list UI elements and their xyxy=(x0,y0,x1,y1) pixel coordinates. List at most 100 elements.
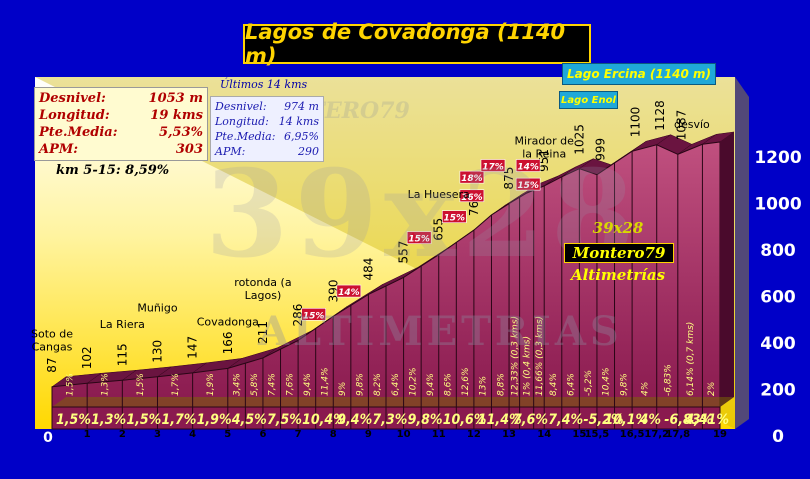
bottom-gradient-label: 7,6% xyxy=(513,412,548,428)
brand-montero79: Montero79 xyxy=(564,243,674,263)
place-label: la Reina xyxy=(522,147,566,160)
bottom-gradient-labels: 1,5% 1,3% 1,5% 1,7% 1,9% 4,5% 7,5% 10,4%9,4% 7,3… xyxy=(56,412,729,428)
segment-gradient-label: 1,3% xyxy=(101,373,111,396)
stats-sub-heading: Últimos 14 kms xyxy=(220,78,308,91)
steep-badge-box xyxy=(301,308,326,321)
lago-enol-label: Lago Enol xyxy=(559,91,618,109)
segment-gradient-label: -6,83% xyxy=(663,364,673,396)
x-tick-label: 4 xyxy=(189,429,196,440)
steep-badge-label: 15% xyxy=(408,235,430,245)
segment-gradient-label: 8,2% xyxy=(373,373,383,396)
stat-label: Longitud: xyxy=(39,108,110,123)
bottom-gradient-label: -5,2% xyxy=(583,412,623,428)
stat-label: Desnivel: xyxy=(215,100,267,113)
x-tick-label: 14 xyxy=(537,429,551,440)
segment-gradient-label: 11,66% (0,3 kms) xyxy=(535,316,545,396)
y-tick-label: 800 xyxy=(760,241,796,261)
watermark-logo: 39x28 xyxy=(205,144,641,285)
stat-row: Desnivel: 974 m xyxy=(215,99,319,114)
bottom-gradient-label: 9,8% xyxy=(408,412,443,428)
y-axis-ticks: 0 200 400 600 800 1000 1200 xyxy=(754,148,801,447)
place-label: rotonda (a xyxy=(234,276,291,289)
x-tick-label: 7 xyxy=(295,429,302,440)
altitude-label: 102 xyxy=(80,346,94,369)
segment-gradient-label: 10,4% xyxy=(602,367,612,396)
x-tick-label: 17,8 xyxy=(665,429,690,440)
bottom-gradient-label: 1,5% xyxy=(56,412,91,428)
segment-gradient-label: 8,6% xyxy=(444,373,454,396)
y-tick-label: 0 xyxy=(772,427,784,447)
y-tick-label: 600 xyxy=(760,288,796,308)
place-label: Lagos) xyxy=(245,289,282,302)
x-tick-label: 15,5 xyxy=(585,429,610,440)
brand-39x28: 39x28 xyxy=(592,219,644,237)
segment-gradient-label: 2% xyxy=(707,382,717,396)
stat-label: APM: xyxy=(215,145,246,158)
stats-sub-box: Desnivel: 974 m Longitud: 14 kms Pte.Media… xyxy=(210,96,324,162)
segment-gradient-label: 8,4% xyxy=(549,373,559,396)
altitude-label: 655 xyxy=(432,218,446,241)
x-tick-label: 17,2 xyxy=(644,429,669,440)
bottom-gradient-label: 7,5% xyxy=(267,412,302,428)
km-note: km 5-15: 8,59% xyxy=(56,163,170,178)
segment-gradient-label: 9,8% xyxy=(619,373,629,396)
segment-gradient-label: 13% xyxy=(479,376,489,396)
bottom-gradient-label: 7,3% xyxy=(372,412,407,428)
place-label: Cangas xyxy=(32,340,73,353)
stat-label: Pte.Media: xyxy=(39,125,118,140)
place-label: desvío xyxy=(674,118,710,131)
bottom-gradient-label: 10,1% xyxy=(604,412,648,428)
segment-gradient-label: 1,9% xyxy=(206,373,216,396)
steep-badge-box xyxy=(459,189,485,203)
x-tick-label: 0 xyxy=(43,430,53,446)
segment-gradient-label: 1,5% xyxy=(66,373,76,396)
altitude-labels: 87 102 115 130 147 166 21128639048455765576187… xyxy=(45,100,688,373)
segment-gradient-label: 3,4% xyxy=(233,373,243,396)
y-tick-label: 1200 xyxy=(754,148,801,168)
x-tick-label: 10 xyxy=(397,429,411,440)
altitude-label: 130 xyxy=(150,340,164,363)
profile-front xyxy=(51,141,721,408)
segment-gradient-label: 5,8% xyxy=(250,373,260,396)
stat-value: 290 xyxy=(298,145,319,158)
x-tick-label: 16,5 xyxy=(620,429,645,440)
lago-ercina-label: Lago Ercina (1140 m) xyxy=(562,63,716,85)
segment-gradient-label: 9,8% xyxy=(356,373,366,396)
x-tick-label: 12 xyxy=(467,429,481,440)
altitude-label: 1100 xyxy=(629,107,643,138)
y-tick-label: 200 xyxy=(760,381,796,401)
altitude-label: 557 xyxy=(397,241,411,264)
x-tick-label: 8 xyxy=(330,429,337,440)
bottom-gradient-label: 11,4% xyxy=(478,412,522,428)
segment-gradient-label: -5,2% xyxy=(584,370,594,396)
steep-badge-label: 18% xyxy=(461,174,483,184)
altitude-label: 1087 xyxy=(674,110,688,141)
altitude-label: 87 xyxy=(45,357,59,372)
y-tick-label: 1000 xyxy=(754,195,801,215)
stats-main-box: Desnivel: 1053 m Longitud: 19 kms Pte.Medi… xyxy=(34,87,208,161)
segment-gradient-label: 10,2% xyxy=(408,367,418,396)
x-tick-label: 6 xyxy=(259,429,266,440)
stat-row: Pte.Media: 6,95% xyxy=(215,129,319,144)
x-tick-label: 19 xyxy=(713,429,727,440)
altitude-label: 1128 xyxy=(653,100,667,131)
steep-badge-box xyxy=(336,284,362,298)
steep-badge-label: 17% xyxy=(482,163,504,173)
stat-row: Longitud: 19 kms xyxy=(39,107,203,124)
bottom-gradient-label: 1,7% xyxy=(161,412,196,428)
x-tick-label: 2 xyxy=(119,429,126,440)
brand-altimetrias: Altimetrías xyxy=(570,266,666,284)
segment-gradient-label: 6,4% xyxy=(567,373,577,396)
x-tick-label: 5 xyxy=(224,429,231,440)
stat-row: Desnivel: 1053 m xyxy=(39,90,203,107)
segment-gradient-label: 9% xyxy=(338,382,348,396)
place-label: Mirador de xyxy=(515,134,575,147)
altitude-label: 147 xyxy=(186,336,200,359)
stat-value: 1053 m xyxy=(148,91,203,106)
bottom-gradient-label: 4,5% xyxy=(232,412,267,428)
x-tick-label: 3 xyxy=(154,429,161,440)
segment-gradient-label: 12,33% (0,3 kms) xyxy=(510,316,520,396)
segment-gradient-label: 8,8% xyxy=(496,373,506,396)
stat-label: APM: xyxy=(39,142,79,157)
